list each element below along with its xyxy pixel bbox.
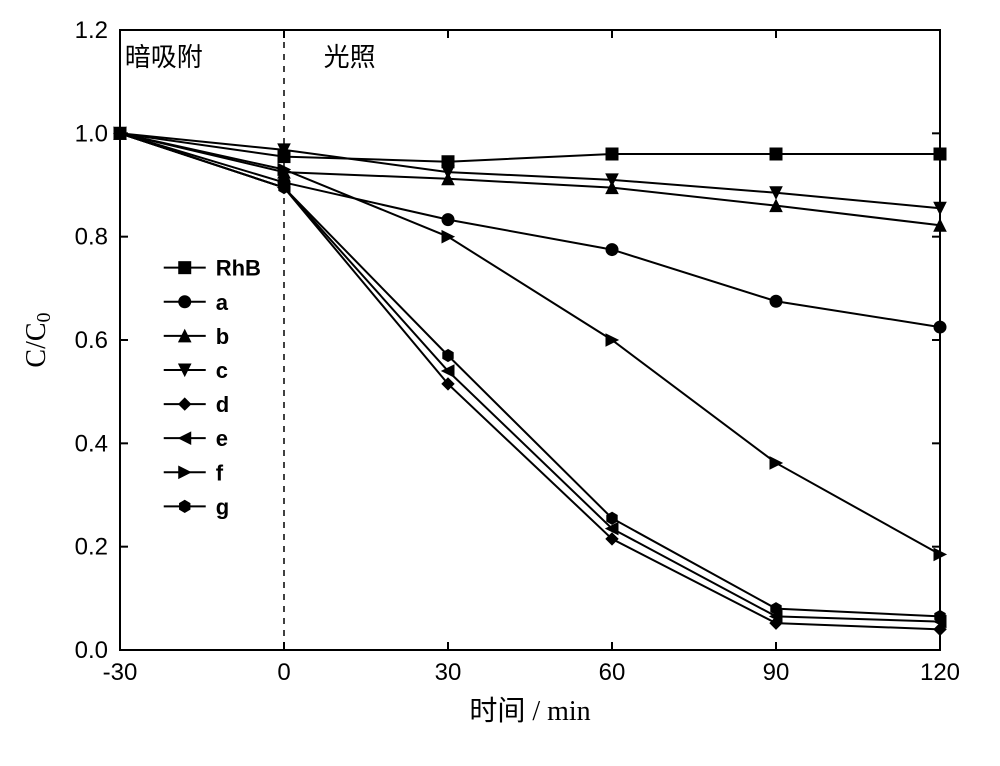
legend-label: RhB: [216, 256, 261, 281]
series-line-e: [120, 133, 940, 621]
y-tick-label: 0.4: [75, 430, 108, 457]
series-d: [114, 127, 946, 635]
legend-marker: [179, 432, 191, 444]
x-tick-label: 30: [435, 659, 462, 686]
x-tick-label: 0: [277, 659, 290, 686]
legend-label: d: [216, 392, 229, 417]
series-e: [114, 127, 946, 627]
legend: RhB abcdefg: [164, 256, 261, 520]
y-axis-label: C/C0: [21, 312, 55, 367]
legend-marker: [179, 466, 191, 478]
series-marker-RhB: [770, 148, 782, 160]
y-tick-label: 1.2: [75, 17, 108, 44]
chart-container: -3003060901200.00.20.40.60.81.01.2时间 / m…: [0, 0, 1000, 766]
region-label-dark: 暗吸附: [125, 43, 203, 72]
legend-marker: [179, 296, 191, 308]
y-tick-label: 1.0: [75, 120, 108, 147]
legend-marker: [179, 262, 191, 274]
series-marker-g: [771, 603, 781, 615]
series-line-g: [120, 133, 940, 616]
legend-label: f: [216, 460, 224, 485]
series-g: [115, 127, 945, 622]
y-tick-label: 0.6: [75, 327, 108, 354]
series-marker-a: [606, 244, 618, 256]
x-tick-label: 90: [763, 659, 790, 686]
legend-label: c: [216, 358, 228, 383]
series-marker-a: [934, 321, 946, 333]
legend-label: g: [216, 494, 229, 519]
series-marker-g: [935, 610, 945, 622]
legend-label: b: [216, 324, 229, 349]
legend-label: e: [216, 426, 228, 451]
legend-label: a: [216, 290, 229, 315]
series-b: [114, 127, 946, 231]
y-tick-label: 0.0: [75, 637, 108, 664]
chart-svg: -3003060901200.00.20.40.60.81.01.2时间 / m…: [0, 0, 1000, 766]
y-tick-label: 0.8: [75, 224, 108, 251]
series-marker-g: [279, 182, 289, 194]
series-marker-g: [443, 350, 453, 362]
legend-marker: [180, 500, 190, 512]
x-tick-label: 120: [920, 659, 960, 686]
series-line-b: [120, 133, 940, 225]
legend-marker: [179, 398, 191, 410]
series-c: [114, 127, 946, 214]
series-marker-g: [115, 127, 125, 139]
region-label-light: 光照: [324, 43, 376, 72]
series-marker-RhB: [934, 148, 946, 160]
series-line-RhB: [120, 133, 940, 161]
series-marker-f: [442, 231, 454, 243]
series-marker-f: [770, 457, 782, 469]
plot-frame: [120, 30, 940, 650]
series-marker-g: [607, 512, 617, 524]
x-axis-label: 时间 / min: [469, 695, 590, 727]
series-line-d: [120, 133, 940, 629]
series-marker-a: [442, 214, 454, 226]
series-marker-a: [770, 295, 782, 307]
y-tick-label: 0.2: [75, 534, 108, 561]
series-f: [114, 127, 946, 560]
series-marker-RhB: [606, 148, 618, 160]
x-tick-label: 60: [599, 659, 626, 686]
